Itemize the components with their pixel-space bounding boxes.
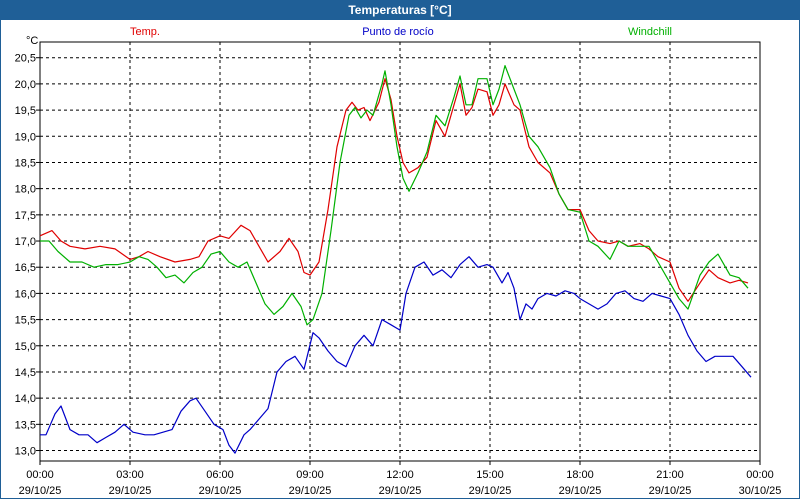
y-tick-label: 19,5 [15, 105, 36, 117]
x-tick-label-date: 29/10/25 [199, 485, 242, 497]
legend-item-temp: Temp. [130, 26, 160, 38]
y-tick-label: 15,5 [15, 315, 36, 327]
y-tick-label: 16,0 [15, 288, 36, 300]
axis-layer: 13,0 13,5 14,0 14,5 15,0 15,5 16,0 16,5 17,0 17,5… [15, 35, 782, 497]
x-tick-label-date: 29/10/25 [649, 485, 692, 497]
y-tick-label: 18,0 [15, 184, 36, 196]
y-tick-label: 17,0 [15, 236, 36, 248]
x-tick-label-date: 29/10/25 [469, 485, 512, 497]
legend-item-dew: Punto de rocío [362, 26, 434, 38]
x-tick-label-time: 09:00 [296, 469, 324, 481]
y-tick-label: 17,5 [15, 210, 36, 222]
x-tick-label-time: 00:00 [746, 469, 774, 481]
x-tick-label-date: 29/10/25 [379, 485, 422, 497]
x-tick-label-time: 03:00 [116, 469, 144, 481]
window-title: Temperaturas [°C] [348, 3, 452, 17]
series-layer [39, 65, 752, 454]
legend: Temp. Punto de rocío Windchill [130, 26, 672, 38]
x-tick-label-date: 29/10/25 [289, 485, 332, 497]
y-tick-label: 20,5 [15, 53, 36, 65]
y-tick-label: 13,0 [15, 446, 36, 458]
x-tick-label-date: 30/10/25 [739, 485, 782, 497]
x-tick-label-time: 12:00 [386, 469, 414, 481]
y-tick-label: 19,0 [15, 131, 36, 143]
x-tick-label-date: 29/10/25 [559, 485, 602, 497]
x-tick-label-time: 06:00 [206, 469, 234, 481]
legend-item-wind: Windchill [628, 26, 672, 38]
x-tick-label-time: 00:00 [26, 469, 54, 481]
y-tick-label: 20,0 [15, 79, 36, 91]
y-tick-label: 14,0 [15, 393, 36, 405]
series-line-temp [39, 78, 749, 302]
y-tick-label: 14,5 [15, 367, 36, 379]
series-line-wind [40, 65, 749, 326]
y-tick-label: 16,5 [15, 262, 36, 274]
y-axis-unit: °C [26, 35, 38, 47]
y-tick-label: 18,5 [15, 157, 36, 169]
x-tick-label-time: 15:00 [476, 469, 504, 481]
x-tick-label-date: 29/10/25 [19, 485, 62, 497]
x-tick-label-date: 29/10/25 [109, 485, 152, 497]
series-line-dew [40, 256, 752, 454]
x-tick-label-time: 21:00 [656, 469, 684, 481]
window-title-bar: Temperaturas [°C] [0, 0, 800, 20]
x-tick-label-time: 18:00 [566, 469, 594, 481]
y-tick-label: 13,5 [15, 419, 36, 431]
y-tick-label: 15,0 [15, 341, 36, 353]
grid-layer [40, 42, 760, 461]
